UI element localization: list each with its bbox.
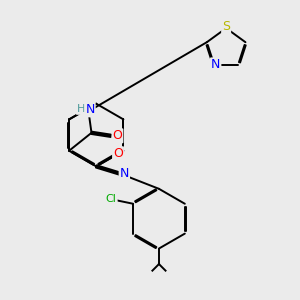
Text: S: S (222, 20, 230, 33)
Text: O: O (113, 147, 123, 160)
Text: N: N (120, 167, 129, 180)
Text: Cl: Cl (106, 194, 117, 204)
Text: H: H (77, 104, 85, 114)
Text: O: O (112, 129, 122, 142)
Text: N: N (85, 103, 95, 116)
Text: N: N (211, 58, 220, 71)
